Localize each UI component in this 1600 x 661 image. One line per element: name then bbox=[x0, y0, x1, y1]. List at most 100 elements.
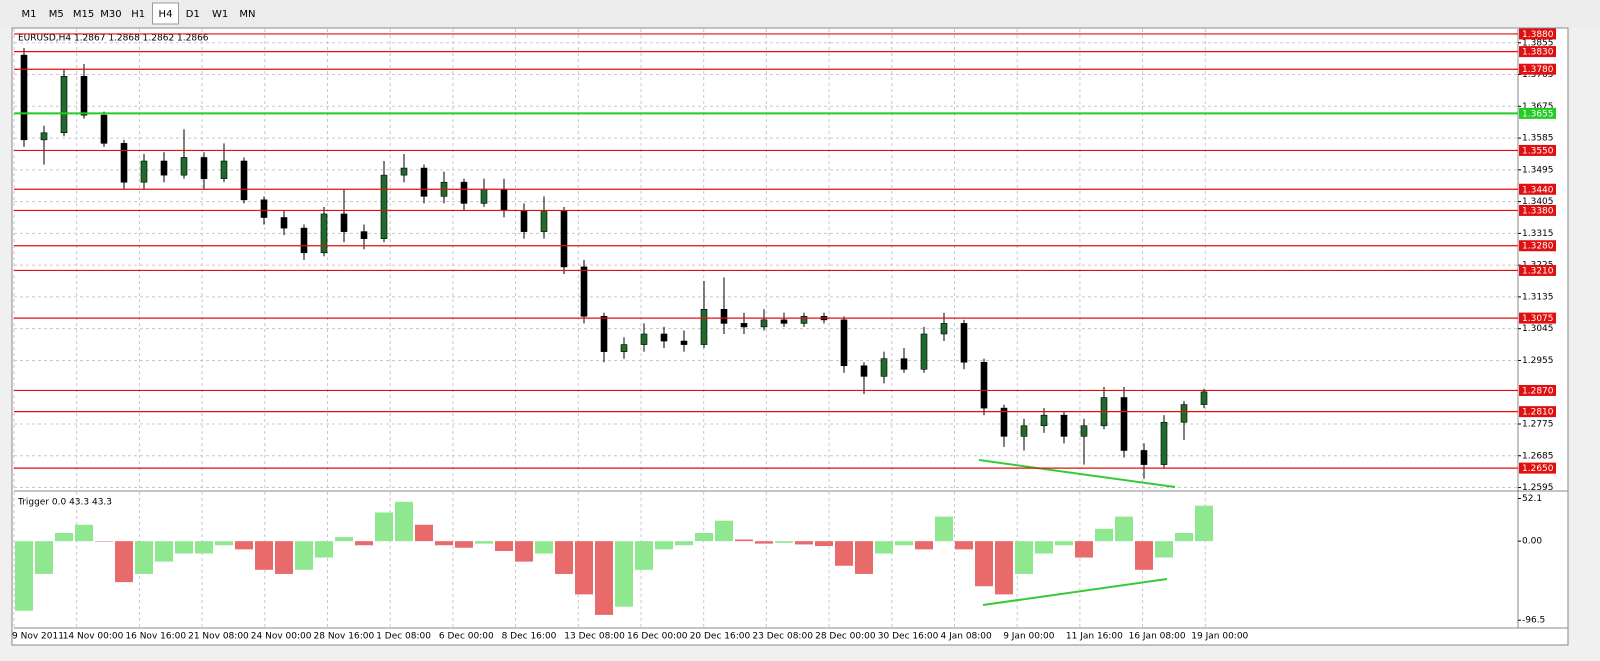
level-tag bbox=[1519, 384, 1556, 396]
button-face bbox=[152, 2, 179, 25]
histogram-bar bbox=[935, 516, 953, 542]
y-tick-label: 1.2685 bbox=[1522, 451, 1554, 461]
candle-body bbox=[240, 160, 248, 201]
histogram-bar bbox=[975, 541, 993, 587]
x-tick-label: 19 Jan 00:00 bbox=[1191, 632, 1248, 642]
candle-body bbox=[520, 210, 528, 232]
candle-body bbox=[600, 316, 608, 352]
candle-body bbox=[720, 308, 728, 324]
candle-body bbox=[1000, 407, 1008, 437]
candle-body bbox=[760, 319, 768, 328]
candle-body bbox=[500, 188, 508, 211]
histogram-bar bbox=[415, 524, 433, 542]
histogram-bar bbox=[455, 541, 473, 548]
button-label: H1 bbox=[131, 9, 145, 20]
level-tag bbox=[1519, 46, 1556, 58]
timeframe-button[interactable]: M1 bbox=[16, 3, 42, 24]
timeframe-button[interactable]: M5 bbox=[43, 3, 70, 24]
histogram-bar bbox=[95, 541, 113, 542]
candle-body bbox=[860, 365, 868, 377]
timeframe-button[interactable]: D1 bbox=[179, 3, 206, 24]
y-tick-label: 1.3855 bbox=[1522, 38, 1554, 48]
timeframe-button[interactable]: MN bbox=[234, 3, 261, 24]
candle-body bbox=[460, 181, 468, 204]
histogram-bar bbox=[35, 541, 53, 574]
level-label: 1.3210 bbox=[1522, 266, 1554, 276]
level-label: 1.2810 bbox=[1522, 408, 1554, 418]
candle-body bbox=[1040, 414, 1048, 427]
timeframe-button[interactable]: M30 bbox=[97, 3, 124, 24]
y-tick-label: 1.3675 bbox=[1522, 102, 1554, 112]
candle-body bbox=[1140, 450, 1148, 465]
candle-body bbox=[300, 227, 308, 254]
button-label: M30 bbox=[100, 9, 121, 20]
candle-body bbox=[60, 76, 68, 134]
histogram-bar bbox=[115, 541, 133, 583]
histogram-bar bbox=[135, 541, 153, 574]
histogram-bar bbox=[835, 541, 853, 566]
x-tick-label: 16 Jan 08:00 bbox=[1129, 632, 1186, 642]
timeframe-button[interactable]: M15 bbox=[70, 3, 97, 24]
histogram-bar bbox=[1015, 541, 1033, 574]
candle-body bbox=[200, 157, 208, 179]
candle-body bbox=[680, 340, 688, 345]
candle-body bbox=[380, 174, 388, 239]
level-tag bbox=[1519, 264, 1556, 276]
plot bbox=[13, 29, 1518, 628]
button-face bbox=[207, 3, 234, 24]
level-tag bbox=[1519, 240, 1556, 252]
y-tick-label: 1.3585 bbox=[1522, 134, 1554, 144]
candle-body bbox=[540, 210, 548, 232]
button-face bbox=[179, 3, 206, 24]
y-tick-label: 0.00 bbox=[1522, 537, 1542, 547]
histogram-bar bbox=[875, 541, 893, 554]
candle-body bbox=[660, 333, 668, 342]
histogram-bar bbox=[475, 541, 493, 544]
level-tag bbox=[1519, 63, 1556, 75]
level-label: 1.3550 bbox=[1522, 146, 1554, 156]
y-tick-label: 1.3405 bbox=[1522, 197, 1554, 207]
timeframe-button[interactable]: H4 bbox=[152, 2, 179, 25]
x-tick-label: 20 Dec 16:00 bbox=[690, 632, 751, 642]
histogram-bar bbox=[275, 541, 293, 574]
trend-line bbox=[978, 459, 1176, 488]
y-tick-label: 1.2595 bbox=[1522, 483, 1554, 493]
histogram-bar bbox=[675, 541, 693, 546]
level-tag bbox=[1519, 204, 1556, 216]
candle-body bbox=[180, 157, 188, 176]
histogram-bar bbox=[695, 532, 713, 542]
histogram-bar bbox=[635, 541, 653, 570]
timeframe-button[interactable]: H1 bbox=[125, 3, 152, 24]
x-tick-label: 28 Nov 16:00 bbox=[314, 632, 375, 642]
candle-body bbox=[960, 323, 968, 363]
histogram-bar bbox=[215, 541, 233, 546]
x-tick-label: 9 Jan 00:00 bbox=[1003, 632, 1055, 642]
histogram-bar bbox=[615, 541, 633, 607]
histogram-bar bbox=[375, 512, 393, 542]
trend-line bbox=[982, 578, 1168, 606]
candle-body bbox=[160, 160, 168, 176]
timeframe-button[interactable]: W1 bbox=[207, 3, 234, 24]
level-tag bbox=[1519, 406, 1556, 418]
y-tick-label: 1.2955 bbox=[1522, 356, 1554, 366]
histogram-bar bbox=[395, 501, 413, 542]
level-label: 1.3880 bbox=[1522, 30, 1554, 40]
candle-body bbox=[360, 231, 368, 239]
level-label: 1.3280 bbox=[1522, 242, 1554, 252]
candle-body bbox=[1080, 425, 1088, 437]
candle-body bbox=[560, 210, 568, 268]
level-label: 1.3440 bbox=[1522, 185, 1554, 195]
candle-body bbox=[900, 358, 908, 370]
candle-body bbox=[940, 323, 948, 335]
button-label: MN bbox=[239, 9, 255, 20]
histogram-bar bbox=[15, 541, 33, 611]
level-label: 1.3380 bbox=[1522, 206, 1554, 216]
x-tick-label: 24 Nov 00:00 bbox=[251, 632, 312, 642]
candle-body bbox=[420, 167, 428, 197]
chart-window bbox=[11, 27, 1569, 646]
toolbar bbox=[0, 0, 1600, 27]
histogram-bar bbox=[1135, 541, 1153, 570]
candle-body bbox=[1060, 414, 1068, 437]
level-tag bbox=[1519, 144, 1556, 156]
candle-body bbox=[400, 167, 408, 176]
